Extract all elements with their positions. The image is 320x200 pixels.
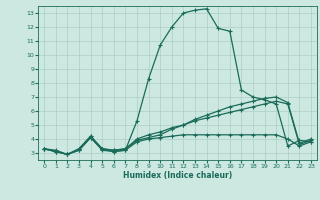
X-axis label: Humidex (Indice chaleur): Humidex (Indice chaleur) [123, 171, 232, 180]
